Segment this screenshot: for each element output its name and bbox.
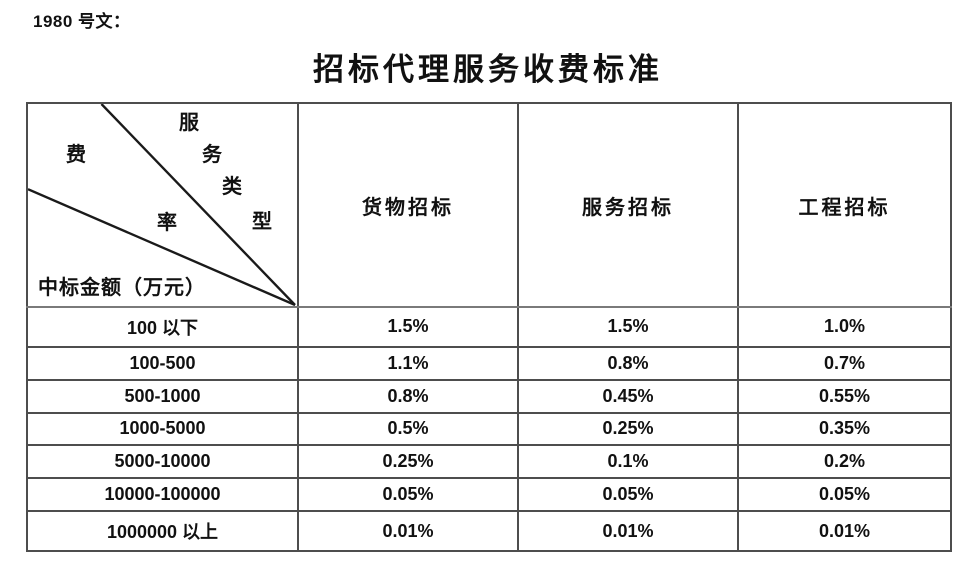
row-range-cell: 100-500 <box>26 345 299 381</box>
corner-col-axis-char: 服 <box>179 112 199 134</box>
column-header-services: 服务招标 <box>517 102 739 308</box>
row-range-cell: 10000-100000 <box>26 477 299 513</box>
fee-cell: 0.05% <box>737 477 952 513</box>
corner-col-axis-char: 型 <box>252 211 272 233</box>
doc-reference: 1980 号文： <box>33 12 131 31</box>
fee-cell: 0.55% <box>737 378 952 414</box>
row-range-cell: 1000000 以上 <box>26 510 299 552</box>
table-row: 500-1000 0.8% 0.45% 0.55% <box>26 378 952 414</box>
fee-cell: 0.25% <box>517 411 739 447</box>
corner-row-axis-label: 中标金额（万元） <box>38 277 206 299</box>
fee-cell: 0.05% <box>297 477 519 513</box>
fee-cell: 1.1% <box>297 345 519 381</box>
corner-col-axis-char: 务 <box>202 144 222 166</box>
table-row: 1000-5000 0.5% 0.25% 0.35% <box>26 411 952 447</box>
corner-diagonal-line-top <box>100 105 296 305</box>
table-row: 10000-100000 0.05% 0.05% 0.05% <box>26 477 952 513</box>
fee-cell: 0.8% <box>297 378 519 414</box>
fee-cell: 1.5% <box>297 306 519 348</box>
fee-cell: 0.01% <box>737 510 952 552</box>
corner-diagonal-line-bottom <box>29 188 296 305</box>
column-header-engineering: 工程招标 <box>737 102 952 308</box>
fee-cell: 1.0% <box>737 306 952 348</box>
fee-cell: 0.35% <box>737 411 952 447</box>
row-range-cell: 5000-10000 <box>26 444 299 480</box>
row-range-cell: 500-1000 <box>26 378 299 414</box>
row-range-cell: 1000-5000 <box>26 411 299 447</box>
fee-cell: 0.2% <box>737 444 952 480</box>
page-title: 招标代理服务收费标准 <box>313 52 663 87</box>
fee-cell: 0.1% <box>517 444 739 480</box>
fee-cell: 0.45% <box>517 378 739 414</box>
table-row: 100 以下 1.5% 1.5% 1.0% <box>26 306 952 348</box>
corner-col-axis-char: 类 <box>222 176 242 198</box>
corner-rate-char: 费 <box>66 144 86 166</box>
row-range-cell: 100 以下 <box>26 306 299 348</box>
fee-cell: 0.8% <box>517 345 739 381</box>
fee-cell: 0.01% <box>517 510 739 552</box>
fee-cell: 0.25% <box>297 444 519 480</box>
fee-cell: 1.5% <box>517 306 739 348</box>
column-header-goods: 货物招标 <box>297 102 519 308</box>
fee-cell: 0.01% <box>297 510 519 552</box>
table-row: 100-500 1.1% 0.8% 0.7% <box>26 345 952 381</box>
fee-table: 服 务 类 型 费 率 中标金额（万元） 货物招标 服务招标 工程招标 100 … <box>26 102 952 552</box>
table-row: 1000000 以上 0.01% 0.01% 0.01% <box>26 510 952 552</box>
fee-cell: 0.7% <box>737 345 952 381</box>
corner-rate-char: 率 <box>157 212 177 234</box>
table-header-row: 服 务 类 型 费 率 中标金额（万元） 货物招标 服务招标 工程招标 <box>26 102 952 308</box>
fee-cell: 0.05% <box>517 477 739 513</box>
table-corner-cell: 服 务 类 型 费 率 中标金额（万元） <box>26 102 299 308</box>
diagonal-divider-lines <box>29 105 296 305</box>
fee-cell: 0.5% <box>297 411 519 447</box>
table-row: 5000-10000 0.25% 0.1% 0.2% <box>26 444 952 480</box>
